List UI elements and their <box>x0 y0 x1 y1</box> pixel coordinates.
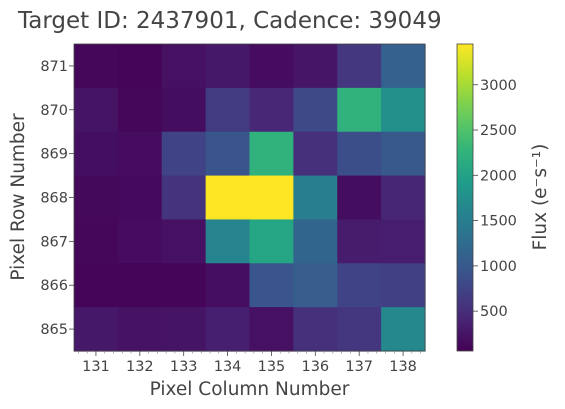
heatmap-cell-866-138 <box>381 263 426 308</box>
heatmap-cell-865-136 <box>293 307 338 352</box>
colorbar-tick-label: 2500 <box>480 123 517 139</box>
heatmap-cell-869-131 <box>74 131 119 177</box>
heatmap-cell-866-132 <box>117 263 163 308</box>
chart-title: Target ID: 2437901, Cadence: 39049 <box>17 8 442 34</box>
heatmap-cell-868-132 <box>117 175 163 221</box>
x-tick-label: 136 <box>301 359 329 375</box>
y-tick-label: 868 <box>40 191 68 207</box>
colorbar-label: Flux (e⁻s⁻¹) <box>530 144 551 251</box>
heatmap-cell-865-134 <box>205 307 251 352</box>
heatmap-cell-870-133 <box>161 87 207 133</box>
heatmap-cell-869-135 <box>249 131 294 177</box>
heatmap-cell-867-131 <box>74 219 119 264</box>
heatmap-cell-871-135 <box>249 44 294 89</box>
heatmap-cell-870-137 <box>337 87 382 133</box>
heatmap-cell-869-134 <box>205 131 251 177</box>
heatmap-cell-871-136 <box>293 44 338 89</box>
heatmap-cell-870-132 <box>117 87 163 133</box>
heatmap-cell-866-135 <box>249 263 294 308</box>
heatmap-cell-867-136 <box>293 219 338 264</box>
heatmap-cell-867-138 <box>381 219 426 264</box>
heatmap-cell-871-138 <box>381 44 426 89</box>
heatmap-cell-865-131 <box>74 307 119 352</box>
x-tick-label: 138 <box>389 359 417 375</box>
x-tick-label: 135 <box>258 359 286 375</box>
heatmap-plot-area: 131 132 133 134 135 136 137 138 871 870 869 868 867 8… <box>40 43 426 375</box>
heatmap-cell-865-137 <box>337 307 382 352</box>
heatmap-cell-868-136 <box>293 175 338 221</box>
y-tick-label: 866 <box>40 278 68 294</box>
heatmap-cell-869-133 <box>161 131 207 177</box>
heatmap-cell-870-134 <box>205 87 251 133</box>
heatmap-cell-867-134 <box>205 219 251 264</box>
heatmap-cell-871-137 <box>337 44 382 89</box>
heatmap-cell-869-138 <box>381 131 426 177</box>
y-tick-label: 869 <box>40 147 68 163</box>
colorbar-gradient <box>456 43 474 352</box>
heatmap-cell-865-132 <box>117 307 163 352</box>
heatmap-cell-866-134 <box>205 263 251 308</box>
heatmap-cell-865-138 <box>381 307 426 352</box>
heatmap-cell-867-137 <box>337 219 382 264</box>
y-axis-label: Pixel Row Number <box>8 113 29 281</box>
heatmap-cell-870-136 <box>293 87 338 133</box>
heatmap-cell-866-133 <box>161 263 207 308</box>
heatmap-cell-871-134 <box>205 44 251 89</box>
heatmap-cell-867-133 <box>161 219 207 264</box>
heatmap-cell-866-137 <box>337 263 382 308</box>
x-tick-label: 137 <box>345 359 373 375</box>
heatmap-cell-866-131 <box>74 263 119 308</box>
x-tick-label: 134 <box>214 359 242 375</box>
heatmap-cell-867-132 <box>117 219 163 264</box>
heatmap-cell-870-135 <box>249 87 294 133</box>
y-tick-label: 870 <box>40 103 68 119</box>
heatmap-cell-868-138 <box>381 175 426 221</box>
x-tick-label: 132 <box>126 359 154 375</box>
colorbar-tick-label: 3000 <box>480 78 517 94</box>
heatmap-cell-868-131 <box>74 175 119 221</box>
colorbar-tick-label: 2000 <box>480 168 517 184</box>
heatmap-cell-869-136 <box>293 131 338 177</box>
x-axis-label: Pixel Column Number <box>150 379 350 400</box>
heatmap-cell-871-132 <box>117 44 163 89</box>
heatmap-cell-870-131 <box>74 87 119 133</box>
heatmap-cell-867-135 <box>249 219 294 264</box>
heatmap-cell-868-133 <box>161 175 207 221</box>
colorbar: 500 1000 1500 2000 2500 3000 <box>456 43 517 352</box>
heatmap-cell-868-134 <box>205 175 251 221</box>
y-tick-label: 871 <box>40 59 68 75</box>
heatmap-cell-869-137 <box>337 131 382 177</box>
y-tick-label: 867 <box>40 234 68 250</box>
colorbar-tick-label: 1500 <box>480 214 517 230</box>
colorbar-tick-label: 1000 <box>480 259 517 275</box>
heatmap-cell-870-138 <box>381 87 426 133</box>
heatmap-cell-869-132 <box>117 131 163 177</box>
heatmap-cell-871-133 <box>161 44 207 89</box>
heatmap-cell-871-131 <box>74 44 119 89</box>
colorbar-tick-label: 500 <box>480 304 508 320</box>
heatmap-cell-865-133 <box>161 307 207 352</box>
heatmap-cell-866-136 <box>293 263 338 308</box>
heatmap-cell-865-135 <box>249 307 294 352</box>
y-tick-label: 865 <box>40 322 68 338</box>
x-tick-label: 133 <box>170 359 198 375</box>
x-tick-label: 131 <box>82 359 110 375</box>
heatmap-cell-868-137 <box>337 175 382 221</box>
heatmap-cell-868-135 <box>249 175 294 221</box>
